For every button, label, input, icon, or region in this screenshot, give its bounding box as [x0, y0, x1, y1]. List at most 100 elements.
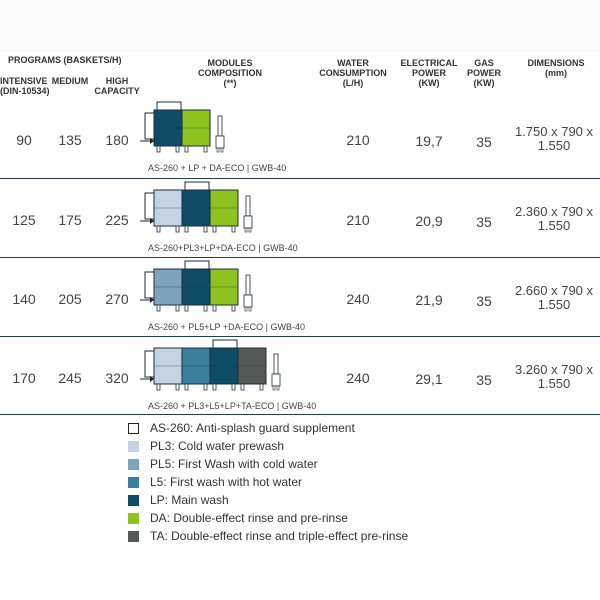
foot: [175, 145, 180, 153]
legend-label: L5: First wash with hot water: [150, 475, 303, 489]
dryer-pipe: [217, 115, 223, 137]
module-AS-260: [144, 112, 155, 140]
foot: [175, 383, 180, 391]
module-AS-260: [144, 350, 155, 378]
foot: [156, 304, 161, 312]
intensive-value: 170: [12, 370, 36, 386]
module-composition: [140, 101, 290, 163]
electrical-header: ELECTRICAL POWER (KW): [400, 58, 458, 88]
dryer-base: [243, 215, 253, 229]
swatch-TA: [128, 531, 139, 542]
legend-label: DA: Double-effect rinse and pre-rinse: [150, 511, 348, 525]
water-value: 210: [346, 132, 370, 148]
high-capacity-value: 225: [105, 212, 129, 228]
foot: [220, 147, 224, 153]
legend-label: LP: Main wash: [150, 493, 229, 507]
gas-value: 35: [476, 293, 492, 309]
swatch-PL5: [128, 459, 139, 470]
high-capacity-value: 270: [105, 291, 129, 307]
dimensions-value: 2.660 x 790 x 1.550: [508, 284, 600, 312]
arrow-icon: [150, 376, 154, 382]
module-AS-260: [144, 192, 155, 220]
foot: [184, 225, 189, 233]
foot: [184, 383, 189, 391]
swatch-DA: [128, 513, 139, 524]
hood: [212, 339, 238, 349]
modules-header: MODULES COMPOSITION (**): [197, 58, 262, 88]
dryer-pipe: [245, 274, 251, 296]
hood: [184, 181, 210, 191]
hood: [184, 260, 210, 270]
dimensions-line1: 2.360 x 790 x: [514, 204, 594, 219]
module-composition: [140, 339, 290, 401]
foot: [231, 225, 236, 233]
foot: [212, 225, 217, 233]
row-separator: [0, 178, 600, 179]
foot: [203, 304, 208, 312]
medium-value: 205: [58, 291, 82, 307]
foot: [272, 385, 276, 391]
electrical-value: 21,9: [415, 292, 443, 308]
dimensions-line2: 1.550: [537, 218, 571, 233]
dimensions-value: 2.360 x 790 x 1.550: [508, 205, 600, 233]
foot: [203, 383, 208, 391]
foot: [175, 304, 180, 312]
module-caption: AS-260+PL3+LP+DA-ECO | GWB-40: [148, 243, 298, 253]
foot: [156, 225, 161, 233]
gas-value: 35: [476, 372, 492, 388]
gas-header: GAS POWER (KW): [466, 58, 501, 88]
arrow-icon: [150, 297, 154, 303]
module-composition: [140, 260, 290, 322]
dryer-pipe: [273, 353, 279, 375]
dimensions-line2: 1.550: [537, 376, 571, 391]
arrow-icon: [150, 138, 154, 144]
row-separator: [0, 414, 600, 415]
dryer-base: [215, 135, 225, 149]
foot: [156, 383, 161, 391]
water-value: 240: [346, 291, 370, 307]
swatch-L5: [128, 477, 139, 488]
foot: [231, 383, 236, 391]
water-header: WATER CONSUMPTION (L/H): [319, 58, 387, 88]
legend-label: PL3: Cold water prewash: [150, 439, 285, 453]
machine-diagram: [140, 260, 253, 312]
foot: [184, 304, 189, 312]
dimensions-line1: 1.750 x 790 x: [514, 124, 594, 139]
intensive-value: 140: [12, 291, 36, 307]
foot: [203, 145, 208, 153]
machine-diagram: [140, 181, 253, 233]
foot: [216, 147, 220, 153]
foot: [184, 145, 189, 153]
medium-value: 175: [58, 212, 82, 228]
module-caption: AS-260 + PL3+L5+LP+TA-ECO | GWB-40: [148, 401, 317, 411]
legend-label: TA: Double-effect rinse and triple-effec…: [150, 529, 409, 543]
module-AS-260: [144, 271, 155, 299]
programs-header: PROGRAMS (BASKETS/H): [8, 55, 122, 65]
electrical-value: 19,7: [415, 133, 443, 149]
dimensions-value: 1.750 x 790 x 1.550: [508, 125, 600, 153]
water-value: 240: [346, 370, 370, 386]
machine-diagram: [140, 101, 225, 153]
dimensions-value: 3.260 x 790 x 1.550: [508, 363, 600, 391]
module-caption: AS-260 + LP + DA-ECO | GWB-40: [148, 163, 287, 173]
dryer-base: [243, 294, 253, 308]
arrow-icon: [150, 218, 154, 224]
electrical-value: 29,1: [415, 371, 443, 387]
medium-header: MEDIUM: [51, 76, 89, 86]
foot: [231, 304, 236, 312]
dimensions-line1: 3.260 x 790 x: [514, 362, 594, 377]
foot: [212, 383, 217, 391]
high-capacity-value: 180: [105, 132, 129, 148]
foot: [244, 227, 248, 233]
gas-value: 35: [476, 134, 492, 150]
legend-label: AS-260: Anti-splash guard supplement: [150, 421, 355, 435]
dimensions-line2: 1.550: [537, 297, 571, 312]
machine-diagram: [140, 339, 281, 391]
foot: [248, 227, 252, 233]
module-composition: [140, 181, 290, 243]
foot: [203, 225, 208, 233]
legend-label: PL5: First Wash with cold water: [150, 457, 318, 471]
dryer-base: [271, 373, 281, 387]
dryer-pipe: [245, 195, 251, 217]
swatch-AS-260: [128, 423, 139, 434]
